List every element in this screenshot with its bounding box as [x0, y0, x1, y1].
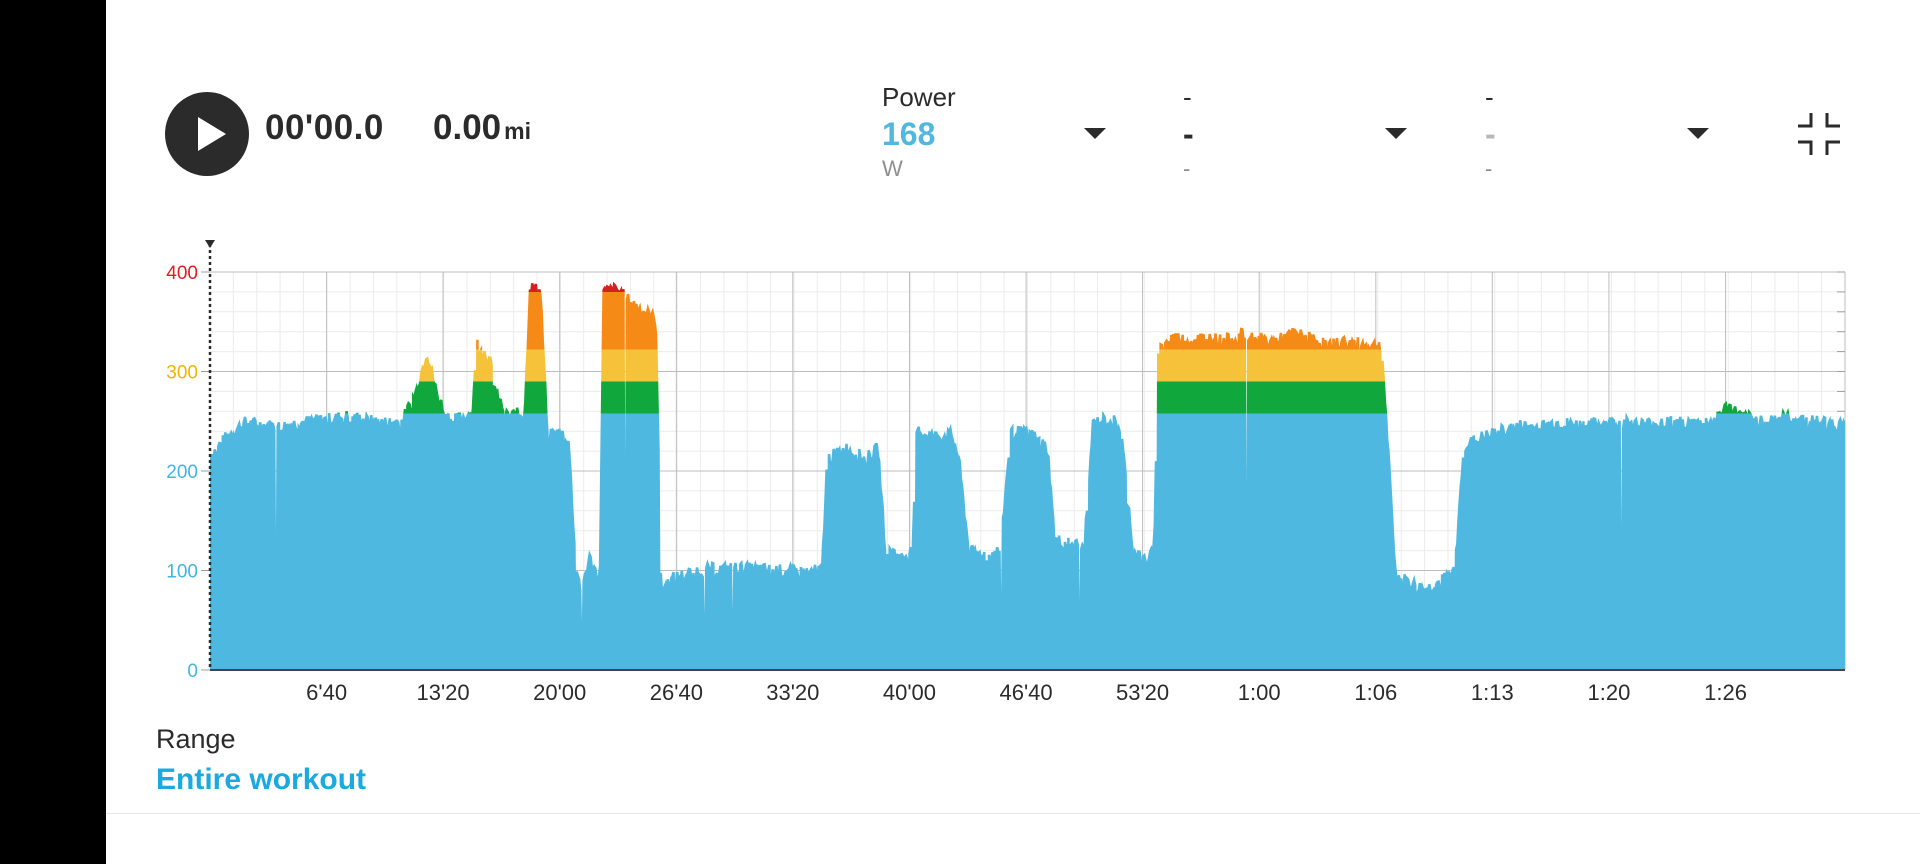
y-tick-label: 400 — [166, 263, 198, 284]
x-tick-label: 20'00 — [533, 680, 586, 705]
caret-down-icon[interactable] — [1385, 128, 1407, 139]
metric-label: Power — [882, 82, 956, 112]
metric-selector-power[interactable]: Power 168 W — [882, 82, 1122, 182]
playhead-cursor[interactable] — [205, 240, 215, 670]
elapsed-time: 00'00.0 — [265, 108, 384, 147]
caret-down-icon[interactable] — [1687, 128, 1709, 139]
power-series-line — [210, 281, 1845, 670]
x-tick-label: 6'40 — [306, 680, 347, 705]
distance-readout: 0.00 mi — [433, 108, 531, 148]
range-label: Range — [156, 724, 236, 754]
x-tick-label: 26'40 — [650, 680, 703, 705]
metric-label: - — [1183, 82, 1192, 112]
collapse-button[interactable] — [1795, 110, 1843, 158]
metric-unit: - — [1183, 156, 1191, 181]
play-icon — [198, 117, 226, 151]
caret-down-icon[interactable] — [1084, 128, 1106, 139]
x-tick-label: 46'40 — [1000, 680, 1053, 705]
left-edge-bar — [0, 0, 106, 864]
x-tick-label: 1:13 — [1471, 680, 1514, 705]
divider — [106, 813, 1920, 814]
x-tick-label: 1:06 — [1354, 680, 1397, 705]
metric-unit: - — [1485, 156, 1493, 181]
y-axis-ticks: 0 100 200 300 400 — [166, 263, 210, 682]
x-tick-label: 40'00 — [883, 680, 936, 705]
metric-value: - — [1183, 116, 1194, 152]
x-tick-label: 13'20 — [417, 680, 470, 705]
plot-area — [210, 281, 1845, 670]
x-axis-ticks: 6'40 13'20 20'00 26'40 33'20 40'00 46'40 53'20 1… — [306, 680, 1747, 705]
y-tick-label: 100 — [166, 562, 198, 583]
metric-unit: W — [882, 156, 903, 181]
metric-value: 168 — [882, 116, 936, 152]
y-tick-label: 300 — [166, 363, 198, 384]
x-tick-label: 1:20 — [1588, 680, 1631, 705]
distance-value: 0.00 — [433, 108, 502, 147]
x-tick-label: 1:26 — [1704, 680, 1747, 705]
metric-value: - — [1485, 116, 1496, 152]
collapse-icon — [1798, 113, 1840, 155]
x-tick-label: 53'20 — [1116, 680, 1169, 705]
x-tick-label: 1:00 — [1238, 680, 1281, 705]
y-tick-label: 200 — [166, 462, 198, 483]
playhead-handle[interactable] — [205, 240, 215, 248]
distance-unit: mi — [504, 118, 531, 144]
metric-selector-2[interactable]: - - - — [1183, 82, 1423, 182]
metric-label: - — [1485, 82, 1494, 112]
range-selector[interactable]: Entire workout — [156, 763, 367, 796]
play-button[interactable] — [165, 92, 249, 176]
metric-selector-3[interactable]: - - - — [1485, 82, 1725, 182]
x-tick-label: 33'20 — [766, 680, 819, 705]
y-tick-label: 0 — [187, 661, 198, 682]
